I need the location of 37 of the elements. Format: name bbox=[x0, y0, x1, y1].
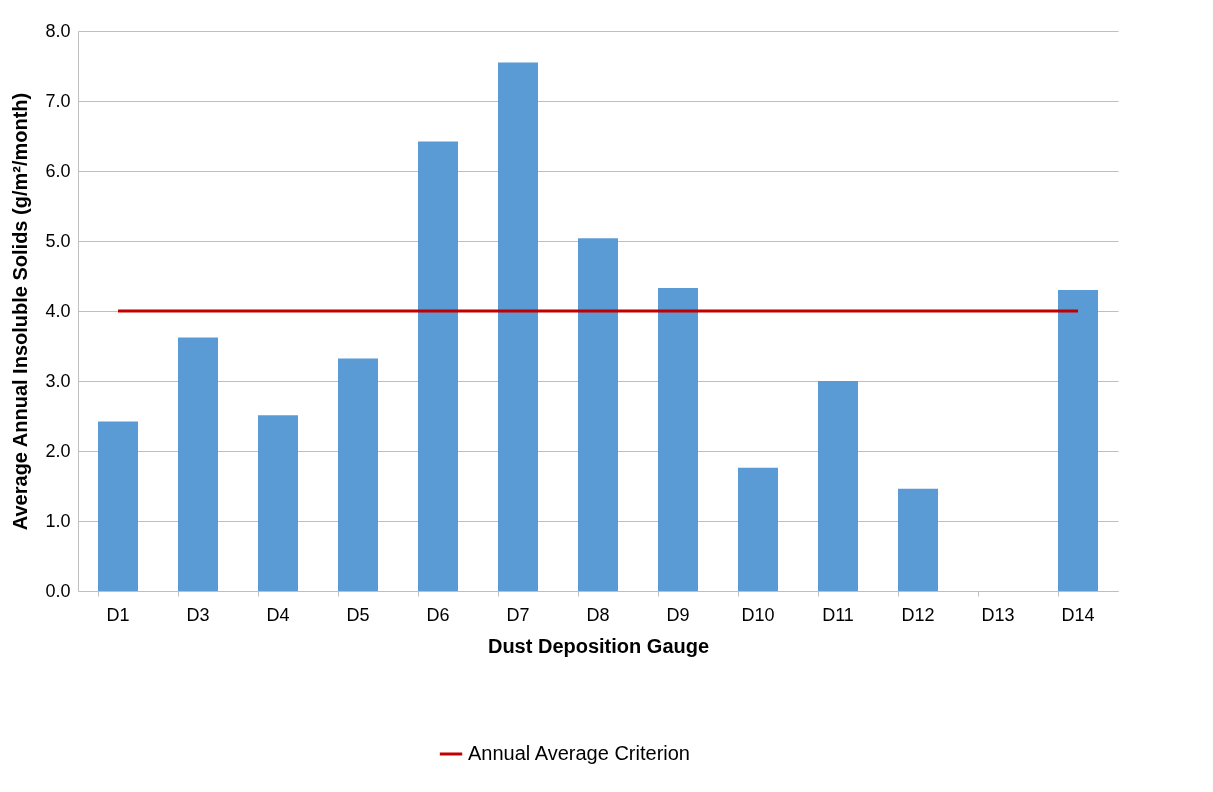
bar bbox=[338, 358, 378, 591]
y-tick-label: 7.0 bbox=[45, 90, 71, 111]
bar bbox=[738, 467, 778, 591]
y-tick-label: 8.0 bbox=[45, 20, 71, 41]
x-tick-label: D5 bbox=[346, 604, 370, 625]
x-tick-label: D8 bbox=[586, 604, 610, 625]
x-tick-label: D13 bbox=[981, 604, 1015, 625]
bar bbox=[98, 421, 138, 591]
y-tick-label: 3.0 bbox=[45, 370, 71, 391]
legend-label: Annual Average Criterion bbox=[468, 742, 690, 764]
x-tick-label: D9 bbox=[666, 604, 690, 625]
bar bbox=[178, 337, 218, 591]
x-tick-label: D1 bbox=[106, 604, 130, 625]
bar bbox=[658, 287, 698, 591]
y-tick-label: 5.0 bbox=[45, 230, 71, 251]
y-axis-title: Average Annual Insoluble Solids (g/m²/month) bbox=[9, 92, 32, 531]
bar bbox=[1058, 290, 1098, 591]
y-tick-label: 1.0 bbox=[45, 510, 71, 531]
x-tick-label: D6 bbox=[426, 604, 450, 625]
bar bbox=[898, 488, 938, 591]
x-tick-label: D4 bbox=[266, 604, 290, 625]
x-tick-label: D10 bbox=[741, 604, 775, 625]
x-tick-label: D3 bbox=[186, 604, 210, 625]
y-tick-label: 0.0 bbox=[45, 580, 71, 601]
x-tick-label: D11 bbox=[822, 604, 854, 625]
bar bbox=[418, 141, 458, 591]
y-tick-label: 4.0 bbox=[45, 300, 71, 321]
y-tick-label: 2.0 bbox=[45, 440, 71, 461]
bar bbox=[818, 381, 858, 591]
bar bbox=[258, 415, 298, 591]
x-tick-label: D12 bbox=[901, 604, 935, 625]
bar bbox=[498, 62, 538, 591]
y-tick-label: 6.0 bbox=[45, 160, 71, 181]
bar bbox=[578, 238, 618, 591]
x-axis-title: Dust Deposition Gauge bbox=[487, 634, 710, 657]
x-tick-label: D7 bbox=[506, 604, 530, 625]
x-tick-label: D14 bbox=[1061, 604, 1095, 625]
